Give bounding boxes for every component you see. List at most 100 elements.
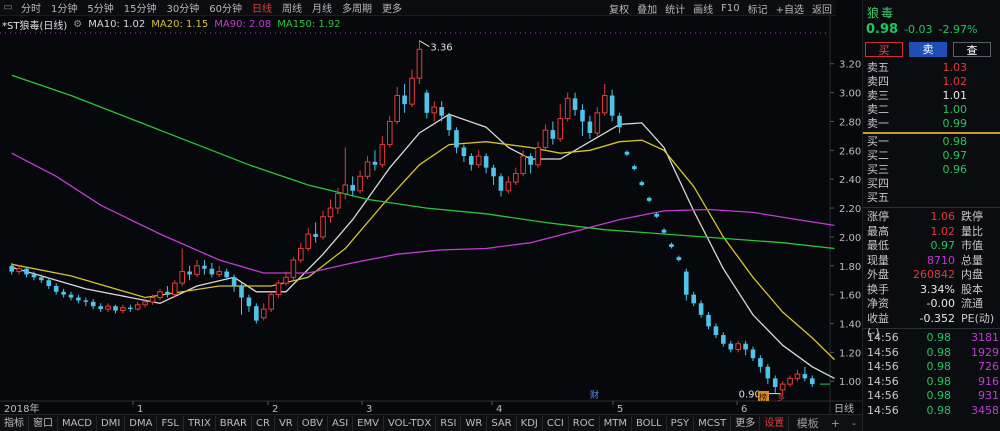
candle-body xyxy=(587,121,593,134)
toolbar-button[interactable]: 标记 xyxy=(747,4,768,16)
current-price: 0.98 xyxy=(866,22,899,37)
period-tab[interactable]: 多周期 xyxy=(341,4,372,15)
stat-label: 最低 xyxy=(867,239,889,252)
indicator-tab[interactable]: 指标 xyxy=(0,415,29,431)
indicator-tab[interactable]: MTM xyxy=(600,415,632,431)
indicator-tab[interactable]: MACD xyxy=(58,415,97,431)
tick-price: 0.98 xyxy=(926,374,952,388)
stat-label-secondary: 总量 xyxy=(961,253,983,267)
candle-body xyxy=(394,94,400,122)
order-book-label: 卖一 xyxy=(867,117,889,130)
event-marker[interactable]: 财 xyxy=(590,389,599,401)
x-tick-label: 2 xyxy=(272,404,278,414)
stat-row: 最低 0.97 市值 xyxy=(863,239,1000,254)
period-tab[interactable]: 更多 xyxy=(381,4,402,15)
indicator-tab[interactable]: DMI xyxy=(97,415,126,431)
stat-label-secondary: 内盘 xyxy=(961,268,983,281)
toggle-panel-icon[interactable]: ▭ xyxy=(3,2,13,13)
indicator-tab[interactable]: MCST xyxy=(694,415,732,431)
period-tab[interactable]: 15分钟 xyxy=(123,4,157,15)
toolbar-button[interactable]: 复权 xyxy=(609,4,630,16)
sell-button[interactable]: 卖 xyxy=(909,42,947,57)
candle-body xyxy=(202,265,207,269)
indicator-tab[interactable]: ROC xyxy=(569,415,600,431)
y-tick-label: 1.80 xyxy=(839,262,861,273)
flag-marker[interactable]: 多 xyxy=(777,392,785,402)
price-change-pct: -2.97% xyxy=(938,23,978,36)
indicator-tab[interactable]: TRIX xyxy=(184,415,216,431)
candle-body xyxy=(528,156,533,165)
period-tab[interactable]: 1分钟 xyxy=(51,4,78,15)
period-tab[interactable]: 日线 xyxy=(251,4,272,15)
period-tab[interactable]: 5分钟 xyxy=(87,4,114,15)
candle-body xyxy=(520,155,526,174)
indicator-tab[interactable]: CCI xyxy=(543,415,569,431)
indicator-tab[interactable]: 窗口 xyxy=(29,415,58,431)
indicator-tool-button[interactable]: - xyxy=(852,416,856,430)
indicator-tool-button[interactable]: + xyxy=(830,416,841,430)
indicator-tab[interactable]: BOLL xyxy=(632,415,667,431)
indicator-tab[interactable]: EMV xyxy=(353,415,384,431)
indicator-tab[interactable]: RSI xyxy=(436,415,462,431)
candle-body xyxy=(402,95,407,105)
indicator-tab[interactable]: KDJ xyxy=(517,415,543,431)
indicator-tab[interactable]: FSL xyxy=(157,415,184,431)
toolbar-button[interactable]: +自选 xyxy=(775,4,804,16)
indicator-tool-button[interactable]: 模板 xyxy=(796,417,819,430)
period-tab[interactable]: 月线 xyxy=(311,4,332,15)
period-list: 分时 1分钟 5分钟 15分钟 30分钟 60分钟 日线 周线 月线 多周期 更多 xyxy=(16,0,407,15)
period-tab[interactable]: 30分钟 xyxy=(166,4,200,15)
period-tab[interactable]: 60分钟 xyxy=(209,4,242,15)
candle-body xyxy=(721,335,726,344)
indicator-tab[interactable]: VR xyxy=(275,415,298,431)
indicator-tab[interactable]: DMA xyxy=(125,415,158,431)
stat-row: 现量 8710 总量 xyxy=(863,254,1000,269)
tick-row: 14:56 0.98 916 xyxy=(863,375,1000,390)
candle-body xyxy=(661,229,667,233)
toolbar-button[interactable]: 画线 xyxy=(693,4,714,16)
toolbar-button[interactable]: F10 xyxy=(721,2,740,14)
order-book-price xyxy=(927,177,967,191)
candle-body xyxy=(275,282,282,296)
toolbar-button[interactable]: 返回 xyxy=(812,4,832,16)
x-tick-label: 1 xyxy=(137,404,143,414)
order-book-row: 卖三 1.01 xyxy=(863,89,1000,103)
tick-volume: 916 xyxy=(978,374,999,388)
candlestick-chart[interactable]: 3.20 3.00 2.80 2.60 2.40 2.20 2.00 1.80 1.60 1.40… xyxy=(0,0,862,414)
toolbar-button[interactable]: 统计 xyxy=(665,4,686,16)
order-book-row: 卖一 0.99 xyxy=(863,117,1000,131)
candle-body xyxy=(224,271,229,278)
buy-button[interactable]: 买 xyxy=(865,42,903,57)
indicator-tab[interactable]: 设置 xyxy=(760,415,790,431)
flag-marker[interactable]: 榜 xyxy=(759,392,767,402)
indicator-tab[interactable]: OBV xyxy=(298,415,328,431)
indicator-tab[interactable]: CR xyxy=(252,415,275,431)
toolbar-button[interactable]: 叠加 xyxy=(637,4,658,16)
candle-body xyxy=(713,326,719,336)
candle-body xyxy=(149,297,156,303)
indicator-tab[interactable]: PSY xyxy=(667,415,695,431)
candle-body xyxy=(691,294,696,304)
indicator-tab[interactable]: WR xyxy=(461,415,488,431)
indicator-tab[interactable]: ASI xyxy=(328,415,354,431)
tick-volume: 931 xyxy=(978,389,999,402)
tick-price: 0.98 xyxy=(926,331,952,344)
indicator-tab[interactable]: SAR xyxy=(487,415,517,431)
tick-time: 14:56 xyxy=(867,374,899,388)
gear-icon[interactable]: ⚙ xyxy=(73,18,83,30)
indicator-tab[interactable]: BRAR xyxy=(216,415,252,431)
candle-body xyxy=(669,244,674,248)
ma-line-ma90 xyxy=(11,152,835,274)
order-book-label: 卖三 xyxy=(867,89,889,102)
chart-legend: *ST狼毒(日线) ⚙ MA10: 1.02 MA20: 1.15 MA90: … xyxy=(2,17,347,32)
indicator-tab[interactable]: VOL-TDX xyxy=(384,415,437,431)
candle-body xyxy=(46,280,52,286)
query-button[interactable]: 查 xyxy=(953,42,991,57)
y-tick-label: 1.40 xyxy=(839,320,861,331)
indicator-tab[interactable]: 更多 xyxy=(731,415,761,431)
candle-body xyxy=(357,175,363,192)
candle-body xyxy=(283,276,289,284)
candle-body xyxy=(676,257,682,261)
period-tab[interactable]: 分时 xyxy=(21,4,41,15)
period-tab[interactable]: 周线 xyxy=(281,4,302,15)
